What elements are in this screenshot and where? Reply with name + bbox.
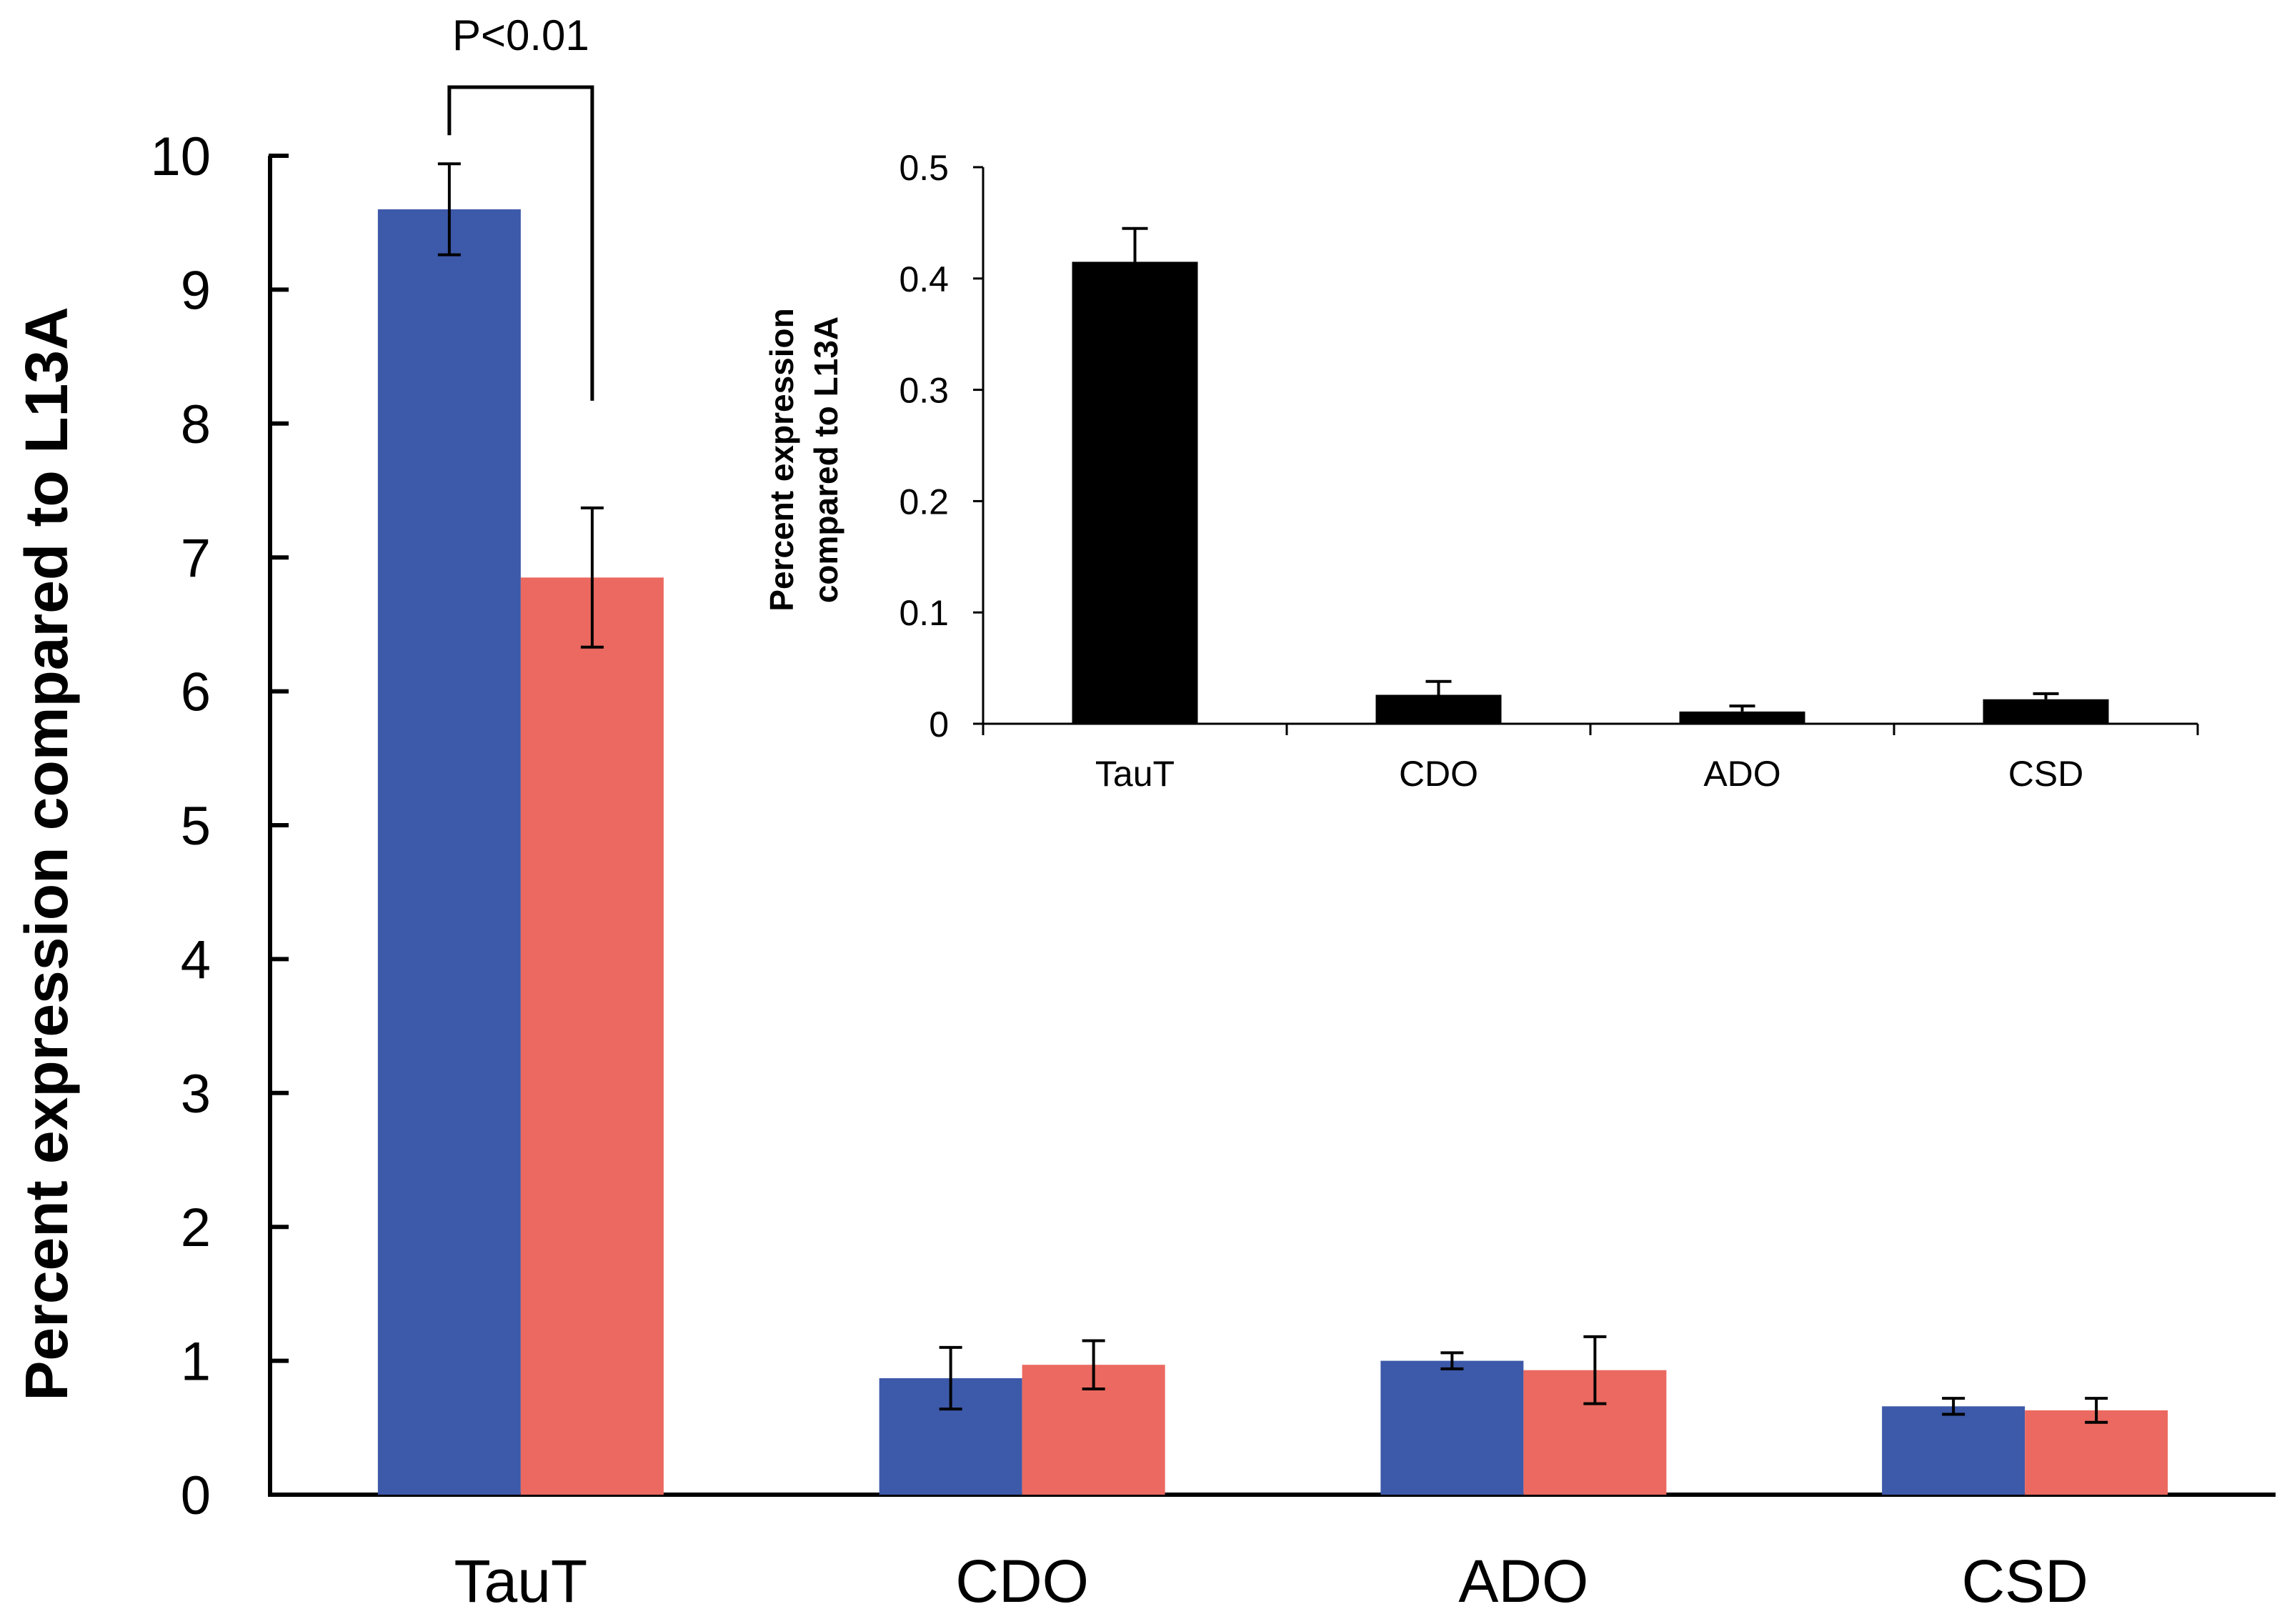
inset-x-category-label: CDO	[1399, 754, 1478, 794]
x-category-label: ADO	[1458, 1548, 1588, 1615]
y-tick-label: 4	[181, 930, 211, 990]
y-tick-label: 0	[181, 1465, 211, 1526]
inset-y-tick-label: 0.2	[899, 482, 949, 522]
inset-y-tick-label: 0.5	[899, 148, 949, 188]
y-tick-label: 2	[181, 1197, 211, 1258]
y-tick-label: 9	[181, 260, 211, 321]
significance-bracket	[447, 85, 594, 401]
x-category-label: CDO	[955, 1548, 1089, 1615]
inset-x-category-label: ADO	[1703, 754, 1780, 794]
inset-bar	[1679, 711, 1805, 724]
x-category-label: TauT	[454, 1548, 588, 1615]
y-tick-label: 3	[181, 1064, 211, 1125]
inset-y-tick-label: 0.1	[899, 593, 949, 633]
inset-bar	[1375, 694, 1502, 724]
inset-y-axis-title-line2: compared to L13A	[807, 317, 844, 603]
main-chart: 0 1 2 3 4 5 6 7 8 9 10 TauT CDO ADO CSD P<0.01 Percent e…	[13, 11, 2276, 1615]
y-axis-title: Percent expression compared to L13A	[13, 307, 80, 1400]
y-tick-label: 1	[181, 1332, 211, 1393]
inset-chart: 0 0.1 0.2 0.3 0.4 0.5 TauT CDO ADO CSD Percent exp…	[763, 148, 2199, 794]
inset-y-tick-label: 0	[929, 704, 949, 744]
y-tick-label: 8	[181, 394, 211, 455]
bar	[377, 209, 521, 1495]
bar	[1380, 1360, 1524, 1495]
y-tick-label: 10	[150, 126, 211, 187]
inset-y-axis-title-line1: Percent expression	[763, 308, 800, 611]
inset-bar	[1072, 261, 1198, 724]
inset-y-tick-label: 0.4	[899, 259, 949, 299]
bar	[2025, 1410, 2168, 1495]
bar	[520, 577, 664, 1495]
significance-label: P<0.01	[452, 11, 589, 59]
inset-y-tick-label: 0.3	[899, 371, 949, 411]
y-tick-label: 6	[181, 662, 211, 723]
inset-x-category-label: TauT	[1095, 754, 1175, 794]
inset-x-category-label: CSD	[2008, 754, 2084, 794]
bar	[1882, 1406, 2026, 1495]
y-tick-label: 5	[181, 796, 211, 857]
x-category-label: CSD	[1961, 1548, 2088, 1615]
y-tick-label: 7	[181, 528, 211, 589]
inset-bar	[1983, 699, 2109, 724]
